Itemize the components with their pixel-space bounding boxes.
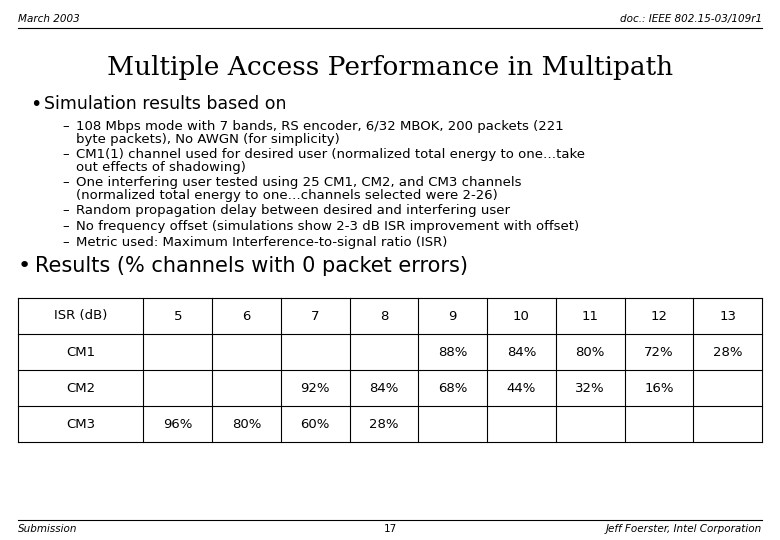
Text: Random propagation delay between desired and interfering user: Random propagation delay between desired… — [76, 204, 510, 217]
Text: 16%: 16% — [644, 381, 674, 395]
Text: Results (% channels with 0 packet errors): Results (% channels with 0 packet errors… — [35, 256, 468, 276]
Text: 88%: 88% — [438, 346, 467, 359]
Text: 44%: 44% — [507, 381, 536, 395]
Text: Jeff Foerster, Intel Corporation: Jeff Foerster, Intel Corporation — [606, 524, 762, 534]
Text: March 2003: March 2003 — [18, 14, 80, 24]
Text: •: • — [18, 256, 31, 276]
Text: 92%: 92% — [300, 381, 330, 395]
Text: Metric used: Maximum Interference-to-signal ratio (ISR): Metric used: Maximum Interference-to-sig… — [76, 236, 448, 249]
Text: 96%: 96% — [163, 417, 193, 430]
Text: doc.: IEEE 802.15-03/109r1: doc.: IEEE 802.15-03/109r1 — [620, 14, 762, 24]
Text: CM1: CM1 — [66, 346, 95, 359]
Text: 11: 11 — [582, 309, 599, 322]
Text: 13: 13 — [719, 309, 736, 322]
Text: 108 Mbps mode with 7 bands, RS encoder, 6/32 MBOK, 200 packets (221: 108 Mbps mode with 7 bands, RS encoder, … — [76, 120, 564, 133]
Text: 68%: 68% — [438, 381, 467, 395]
Text: 28%: 28% — [369, 417, 399, 430]
Text: 8: 8 — [380, 309, 388, 322]
Text: 9: 9 — [448, 309, 457, 322]
Text: 17: 17 — [384, 524, 396, 534]
Text: –: – — [62, 148, 69, 161]
Text: CM3: CM3 — [66, 417, 95, 430]
Text: 60%: 60% — [300, 417, 330, 430]
Text: 72%: 72% — [644, 346, 674, 359]
Text: (normalized total energy to one…channels selected were 2-26): (normalized total energy to one…channels… — [76, 189, 498, 202]
Text: 10: 10 — [513, 309, 530, 322]
Text: 5: 5 — [173, 309, 182, 322]
Text: 12: 12 — [651, 309, 668, 322]
Text: 32%: 32% — [576, 381, 605, 395]
Text: Multiple Access Performance in Multipath: Multiple Access Performance in Multipath — [107, 56, 673, 80]
Text: –: – — [62, 236, 69, 249]
Text: 80%: 80% — [232, 417, 261, 430]
Text: out effects of shadowing): out effects of shadowing) — [76, 161, 246, 174]
Text: byte packets), No AWGN (for simplicity): byte packets), No AWGN (for simplicity) — [76, 133, 340, 146]
Text: Simulation results based on: Simulation results based on — [44, 95, 286, 113]
Text: •: • — [30, 95, 41, 114]
Text: CM1(1) channel used for desired user (normalized total energy to one…take: CM1(1) channel used for desired user (no… — [76, 148, 585, 161]
Text: 84%: 84% — [369, 381, 399, 395]
Text: Submission: Submission — [18, 524, 77, 534]
Text: –: – — [62, 220, 69, 233]
Text: 28%: 28% — [713, 346, 743, 359]
Text: CM2: CM2 — [66, 381, 95, 395]
Text: 6: 6 — [243, 309, 250, 322]
Text: –: – — [62, 120, 69, 133]
Text: –: – — [62, 204, 69, 217]
Text: 7: 7 — [311, 309, 320, 322]
Text: ISR (dB): ISR (dB) — [54, 309, 108, 322]
Text: 80%: 80% — [576, 346, 604, 359]
Text: –: – — [62, 176, 69, 189]
Text: 84%: 84% — [507, 346, 536, 359]
Text: One interfering user tested using 25 CM1, CM2, and CM3 channels: One interfering user tested using 25 CM1… — [76, 176, 522, 189]
Text: No frequency offset (simulations show 2-3 dB ISR improvement with offset): No frequency offset (simulations show 2-… — [76, 220, 579, 233]
